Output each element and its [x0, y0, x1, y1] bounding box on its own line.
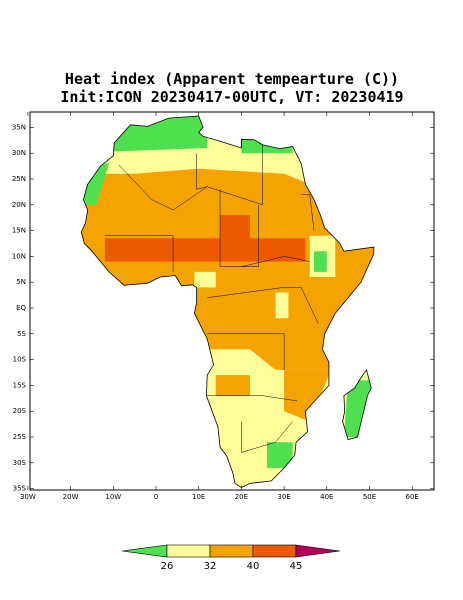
colorbar-arrow: [295, 544, 341, 558]
lat-label: 15N: [12, 227, 26, 235]
heat-zone: [343, 380, 374, 437]
lon-label: 0: [154, 493, 158, 501]
heat-zone: [284, 369, 332, 422]
lat-label: 30N: [12, 149, 26, 157]
border: [196, 153, 208, 190]
lat-label: 30S: [13, 459, 27, 467]
border: [241, 256, 310, 267]
heat-zone: [275, 292, 289, 319]
colorbar-segment: [209, 544, 254, 558]
lat-label: 20S: [13, 407, 27, 415]
border: [207, 333, 285, 370]
lat-label: 20N: [12, 201, 26, 209]
colorbar-label: 26: [161, 561, 174, 572]
lat-label: 10N: [12, 252, 26, 260]
title: Heat index (Apparent tempearture (C)): [65, 70, 399, 88]
lon-label: 30E: [277, 493, 290, 501]
heat-zone: [207, 349, 276, 381]
lon-label: 40E: [320, 493, 333, 501]
lat-label: 25S: [13, 433, 27, 441]
heat-zone: [104, 215, 306, 262]
lat-label: 15S: [13, 381, 27, 389]
coastline: [80, 115, 375, 489]
colorbar-segment: [252, 544, 297, 558]
border: [301, 194, 315, 231]
lat-label: 5S: [17, 330, 26, 338]
lon-label: 50E: [363, 493, 376, 501]
colorbar-label: 45: [290, 561, 303, 572]
colorbar-label: 40: [247, 561, 260, 572]
colorbar-segment: [166, 544, 211, 558]
heat-zone: [267, 442, 293, 468]
map-frame: [29, 111, 435, 491]
lat-label: 35S: [13, 485, 27, 493]
map: [80, 115, 375, 489]
lat-label: 35N: [12, 123, 26, 131]
heat-zone: [194, 271, 216, 288]
heat-zone: [215, 375, 250, 396]
colorbar: 26 32 40 45: [121, 544, 341, 572]
lon-label: 10W: [105, 493, 121, 501]
border: [118, 144, 263, 211]
lat-label: 25N: [12, 175, 26, 183]
lon-label: 60E: [406, 493, 419, 501]
heat-zone: [81, 116, 208, 154]
colorbar-arrow: [121, 544, 168, 558]
lat-label: 10S: [13, 356, 27, 364]
border: [219, 189, 259, 267]
border: [207, 395, 297, 402]
subtitle: Init:ICON 20230417-00UTC, VT: 20230419: [60, 88, 403, 106]
border: [241, 421, 293, 453]
lat-label: 5N: [16, 278, 26, 286]
border: [207, 287, 319, 324]
border: [104, 235, 174, 272]
lat-label: EQ: [16, 304, 26, 312]
heat-zone: [314, 251, 327, 272]
lon-label: 30W: [20, 493, 36, 501]
lon-label: 20E: [235, 493, 248, 501]
lon-label: 10E: [192, 493, 205, 501]
lon-label: 20W: [63, 493, 79, 501]
colorbar-label: 32: [204, 561, 217, 572]
